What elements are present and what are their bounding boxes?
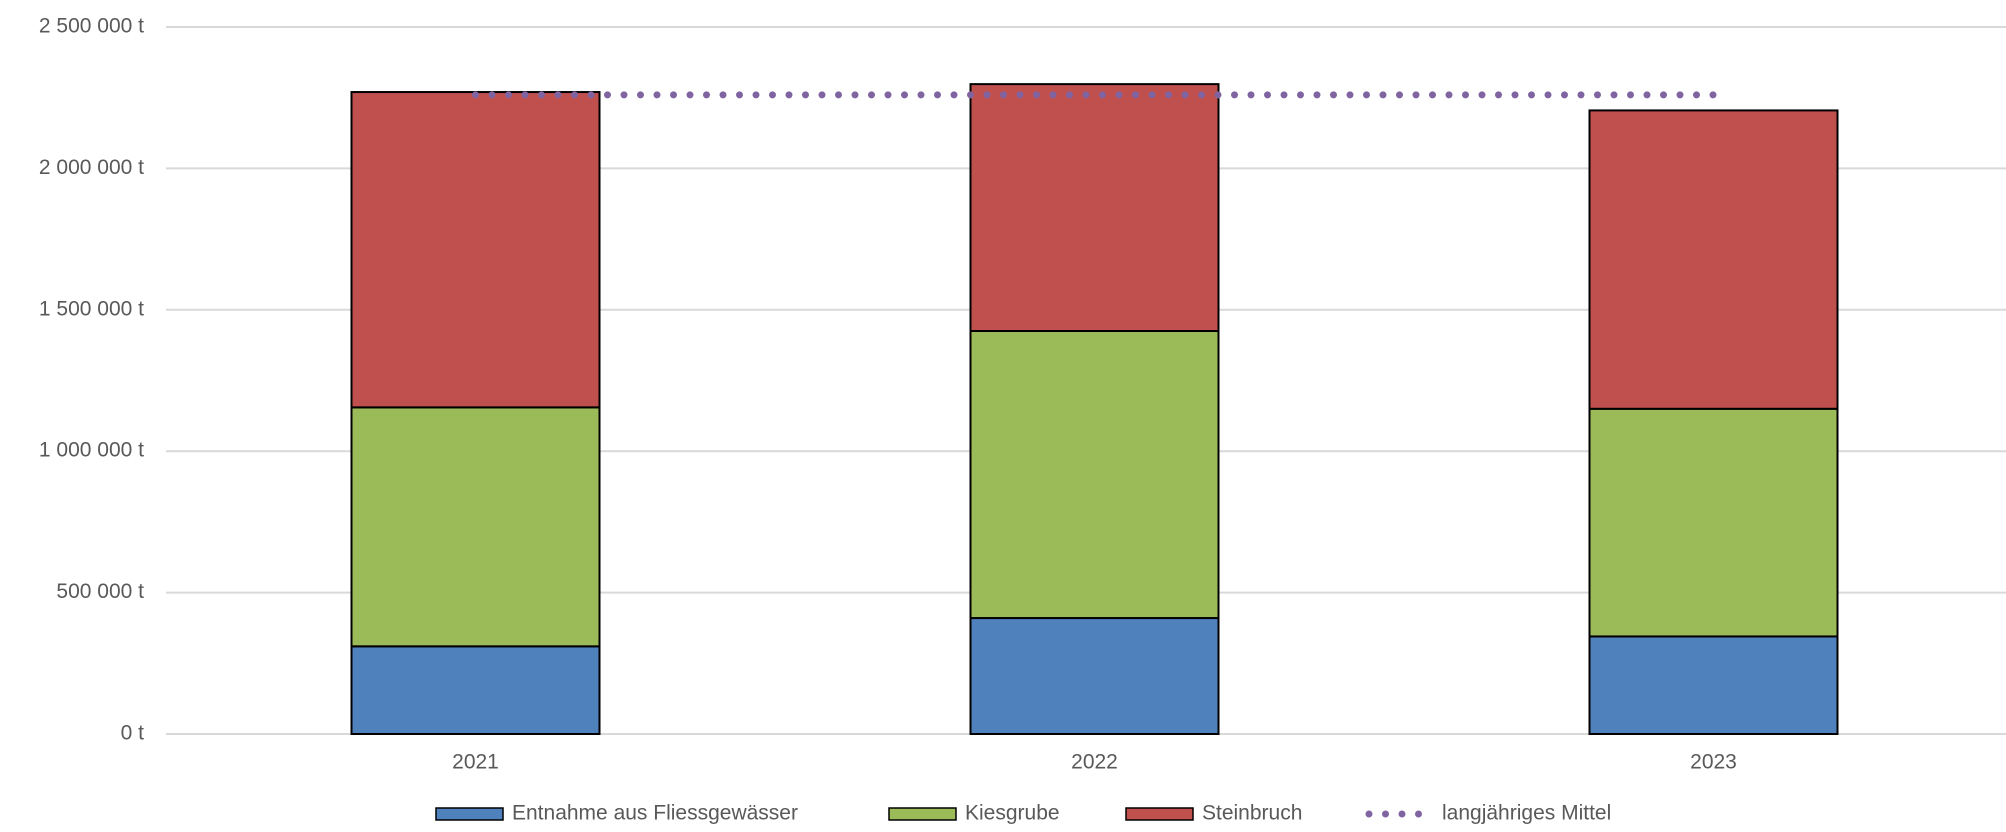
- bar-segment: [1588, 635, 1839, 736]
- y-tick-label: 2 500 000 t: [39, 15, 144, 38]
- legend-swatch: [888, 807, 957, 821]
- y-tick-label: 0 t: [121, 722, 145, 745]
- y-tick-label: 2 000 000 t: [39, 156, 144, 179]
- y-tick-label: 1 000 000 t: [39, 439, 144, 462]
- bar-segment: [350, 91, 601, 409]
- bar-segment: [1588, 109, 1839, 410]
- bar-segment: [969, 330, 1220, 620]
- bar-segment: [350, 406, 601, 648]
- bar-segment: [350, 645, 601, 735]
- bar-segment: [969, 617, 1220, 735]
- x-tick-label: 2023: [1690, 751, 1737, 774]
- bar-segment: [969, 83, 1220, 333]
- legend-swatch: [435, 807, 504, 821]
- legend-label: Steinbruch: [1202, 802, 1302, 825]
- bar-segment: [1588, 407, 1839, 638]
- y-tick-label: 1 500 000 t: [39, 297, 144, 320]
- x-tick-label: 2022: [1071, 751, 1118, 774]
- legend-swatch: [1125, 807, 1194, 821]
- legend-label: langjähriges Mittel: [1442, 802, 1611, 825]
- legend-label: Kiesgrube: [965, 802, 1060, 825]
- legend-label: Entnahme aus Fliessgewässer: [512, 802, 798, 825]
- y-tick-label: 500 000 t: [56, 580, 144, 603]
- x-tick-label: 2021: [452, 751, 499, 774]
